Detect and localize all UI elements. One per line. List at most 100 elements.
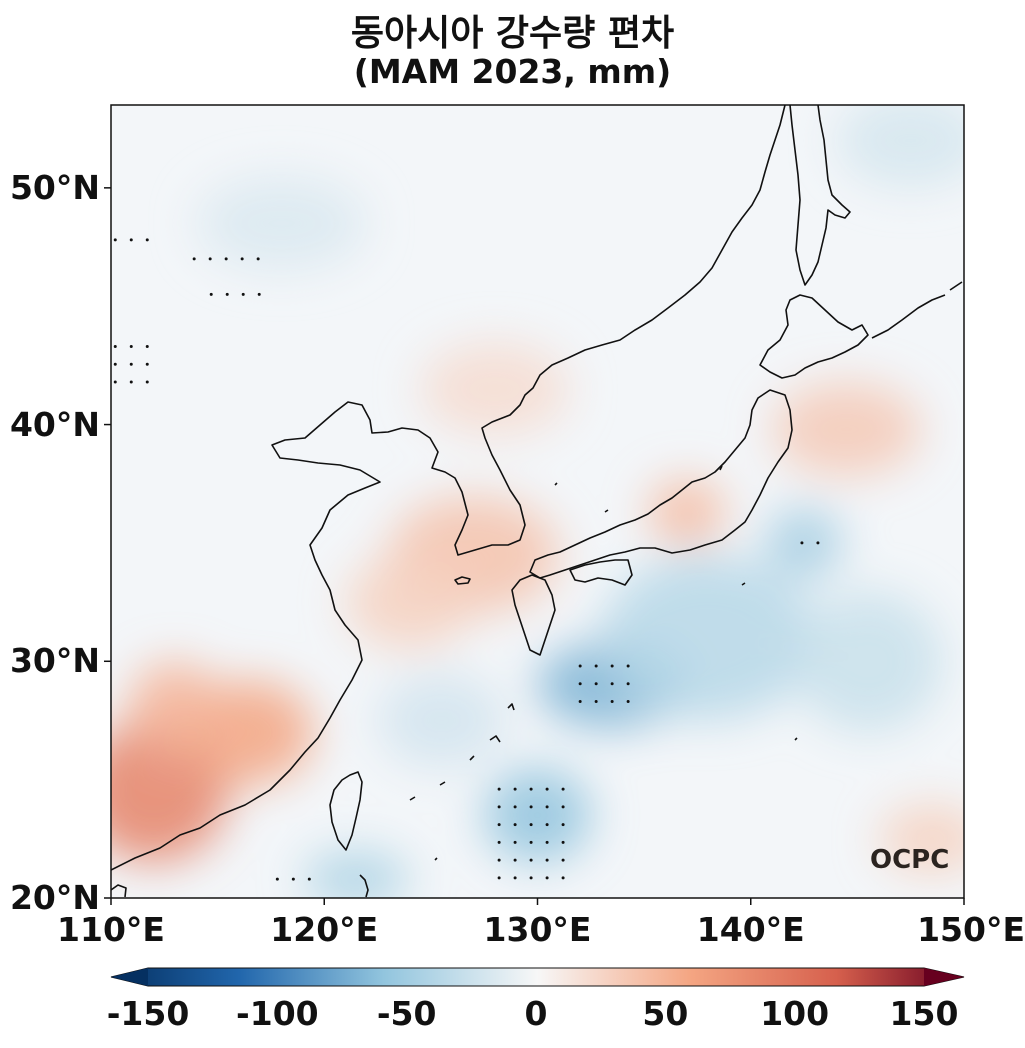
stipple-dot bbox=[561, 858, 565, 862]
anomaly-field bbox=[111, 105, 964, 898]
stipple-dot bbox=[513, 840, 517, 844]
stipple-dot bbox=[610, 700, 614, 704]
coastline-sakhalin bbox=[789, 105, 851, 286]
stipple-dot bbox=[529, 823, 533, 827]
anomaly-blob bbox=[420, 341, 570, 437]
stipple-dot bbox=[129, 238, 133, 242]
anomaly-blob bbox=[484, 767, 591, 863]
lon-tick-label: 130°E bbox=[483, 910, 592, 949]
stipple-dot bbox=[241, 292, 245, 296]
coastline-kuril bbox=[871, 281, 963, 339]
stipple-dot bbox=[513, 823, 517, 827]
stipple-dot bbox=[578, 664, 582, 668]
stipple-dot bbox=[594, 664, 598, 668]
stipple-dot bbox=[513, 858, 517, 862]
stipple-dot bbox=[145, 380, 149, 384]
anomaly-blob bbox=[128, 661, 222, 756]
coastline-shikoku bbox=[569, 559, 633, 586]
stipple-dot bbox=[209, 292, 213, 296]
stipple-dot bbox=[529, 787, 533, 791]
stipple-dot bbox=[275, 877, 279, 881]
stipple-dot bbox=[145, 344, 149, 348]
ocpc-logo: OCPC bbox=[870, 845, 950, 875]
stipple-dot bbox=[113, 362, 117, 366]
anomaly-blob bbox=[302, 850, 410, 898]
stipple-dot bbox=[513, 787, 517, 791]
stipple-dot bbox=[561, 787, 565, 791]
lon-tick-label: 110°E bbox=[57, 910, 165, 949]
stipple-dot bbox=[113, 344, 117, 348]
colorbar bbox=[110, 967, 965, 987]
colorbar-tick-label: 0 bbox=[524, 994, 548, 1033]
anomaly-blob bbox=[793, 590, 943, 733]
lat-tick-label: 50°N bbox=[9, 167, 100, 207]
coastline-luzon-edge bbox=[359, 874, 369, 898]
stipple-dot bbox=[256, 257, 260, 261]
coastline-hainan-edge bbox=[111, 884, 127, 898]
colorbar-min-arrow bbox=[111, 968, 148, 986]
coastlines bbox=[111, 105, 963, 898]
stipple-dot bbox=[497, 876, 501, 880]
map-subtitle: (MAM 2023, mm) bbox=[353, 52, 672, 91]
stipple-dot bbox=[545, 840, 549, 844]
stipple-dot bbox=[257, 292, 261, 296]
lon-tick-label: 140°E bbox=[696, 910, 805, 949]
stipple-dot bbox=[561, 805, 565, 809]
stipple-dot bbox=[192, 257, 196, 261]
stipple-dot bbox=[578, 700, 582, 704]
colorbar-tick-label: 50 bbox=[642, 994, 689, 1033]
coastline-ryukyu bbox=[409, 703, 515, 801]
lat-tick-label: 40°N bbox=[9, 404, 100, 444]
coastline-hokkaido bbox=[759, 294, 869, 379]
coastline-taiwan bbox=[329, 771, 363, 851]
anomaly-blob bbox=[765, 507, 843, 579]
stipple-dot bbox=[578, 682, 582, 686]
stipple-dot bbox=[561, 823, 565, 827]
colorbar-tick-label: -150 bbox=[106, 994, 190, 1033]
colorbar-tick-label: -50 bbox=[376, 994, 437, 1033]
stipple-dot bbox=[291, 877, 295, 881]
anomaly-blob bbox=[836, 105, 964, 188]
stipple-dot bbox=[561, 876, 565, 880]
map-title: 동아시아 강수량 편차 bbox=[350, 13, 675, 54]
stipple-dot bbox=[545, 876, 549, 880]
stipple-dot bbox=[545, 805, 549, 809]
stipple-dot bbox=[545, 787, 549, 791]
coastline-mainland bbox=[111, 105, 786, 871]
coastline-jeju bbox=[454, 576, 471, 585]
stipple-dot bbox=[145, 238, 149, 242]
stipple-dot bbox=[113, 238, 117, 242]
stipple-dot bbox=[800, 541, 804, 545]
stipple-dot bbox=[513, 876, 517, 880]
lon-tick-label: 150°E bbox=[917, 910, 1025, 949]
coastline-islets bbox=[434, 465, 798, 861]
significance-stippling bbox=[113, 238, 820, 881]
stipple-dot bbox=[529, 858, 533, 862]
stipple-dot bbox=[529, 805, 533, 809]
stipple-dot bbox=[497, 840, 501, 844]
stipple-dot bbox=[208, 257, 212, 261]
stipple-dot bbox=[113, 380, 117, 384]
stipple-dot bbox=[129, 344, 133, 348]
colorbar-max-arrow bbox=[924, 968, 964, 986]
stipple-dot bbox=[240, 257, 244, 261]
anomaly-blob bbox=[772, 381, 922, 477]
stipple-dot bbox=[610, 682, 614, 686]
lat-tick-label: 30°N bbox=[9, 641, 100, 681]
anomaly-blob bbox=[196, 176, 367, 271]
stipple-dot bbox=[513, 805, 517, 809]
stipple-dot bbox=[497, 823, 501, 827]
stipple-dot bbox=[816, 541, 820, 545]
stipple-dot bbox=[545, 858, 549, 862]
stipple-dot bbox=[224, 257, 228, 261]
anomaly-blob bbox=[377, 673, 506, 768]
lon-tick-label: 120°E bbox=[270, 910, 379, 949]
stipple-dot bbox=[497, 805, 501, 809]
colorbar-tick-label: -100 bbox=[236, 994, 319, 1033]
stipple-dot bbox=[225, 292, 229, 296]
stipple-dot bbox=[529, 840, 533, 844]
anomaly-blob bbox=[601, 554, 815, 721]
stipple-dot bbox=[497, 787, 501, 791]
anomaly-blob bbox=[345, 554, 474, 650]
